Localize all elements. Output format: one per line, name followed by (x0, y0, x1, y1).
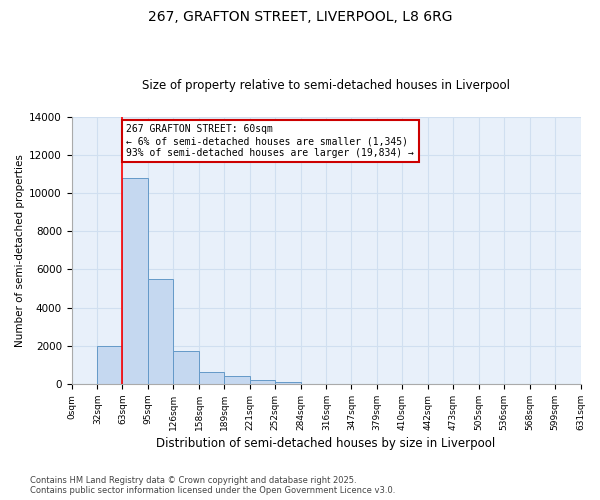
Bar (122, 178, 148, 384)
Text: 267, GRAFTON STREET, LIVERPOOL, L8 6RG: 267, GRAFTON STREET, LIVERPOOL, L8 6RG (148, 10, 452, 24)
Bar (173, 350, 199, 384)
Y-axis label: Number of semi-detached properties: Number of semi-detached properties (15, 154, 25, 347)
Text: Contains HM Land Registry data © Crown copyright and database right 2025.
Contai: Contains HM Land Registry data © Crown c… (30, 476, 395, 495)
Bar (275, 382, 301, 384)
Title: Size of property relative to semi-detached houses in Liverpool: Size of property relative to semi-detach… (142, 79, 510, 92)
Bar (250, 380, 275, 384)
Text: 267 GRAFTON STREET: 60sqm
← 6% of semi-detached houses are smaller (1,345)
93% o: 267 GRAFTON STREET: 60sqm ← 6% of semi-d… (127, 124, 415, 158)
X-axis label: Distribution of semi-detached houses by size in Liverpool: Distribution of semi-detached houses by … (157, 437, 496, 450)
Bar (224, 376, 250, 384)
Bar (97, 346, 122, 384)
Bar (148, 279, 173, 384)
Bar (199, 372, 224, 384)
